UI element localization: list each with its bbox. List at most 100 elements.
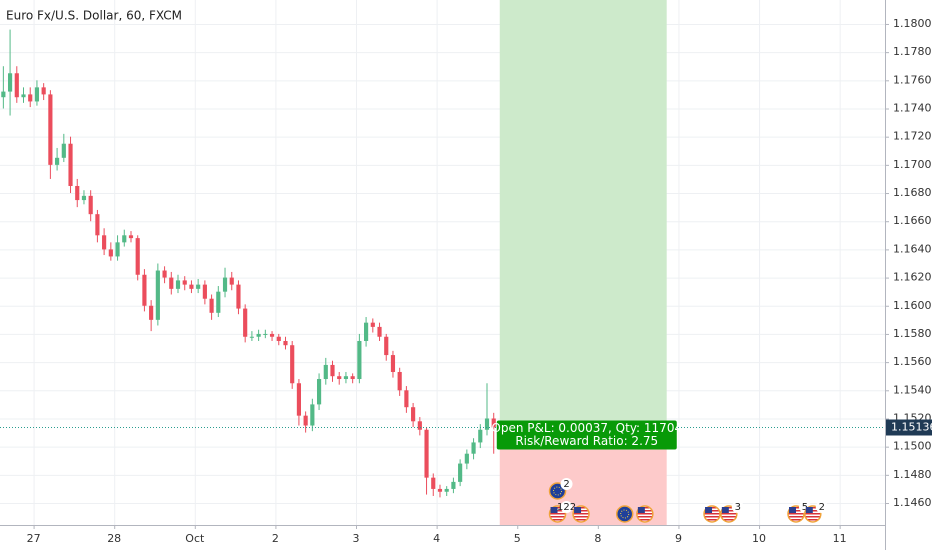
candle-body [149,305,154,320]
flag-canton [637,507,645,513]
candle-body [102,235,107,250]
candle-body [196,284,201,289]
candle-body [276,336,281,341]
event-count-bg [731,501,744,513]
event-count-bg [560,501,573,513]
candle-body [7,73,13,92]
candle-body [337,376,342,380]
candle-body [209,298,214,313]
profit-zone [499,0,667,450]
candle-body [61,143,66,158]
candle-body [162,270,167,278]
x-tick-label: 2 [272,532,279,545]
event-count: 2 [563,479,569,490]
x-tick-label: 27 [27,532,41,545]
y-tick-label: 1.16600 [893,214,932,227]
candle-body [484,418,490,430]
candle-body [128,235,134,239]
candle-body [424,429,429,478]
event-count-bg [815,501,828,513]
candle-body [417,421,422,430]
candle-body [290,345,295,384]
candle-body [491,418,496,428]
event-icon [615,505,634,523]
x-tick-label: Oct [185,532,205,545]
candle-body [81,195,87,201]
x-tick-label: 3 [353,532,360,545]
candle-body [364,322,369,341]
candle-body [95,214,100,236]
event-count-bg [560,478,573,490]
y-tick-label: 1.16400 [893,242,932,255]
candle-body [243,308,248,337]
y-tick-label: 1.14800 [893,468,932,481]
candle-body [437,488,443,492]
y-tick-label: 1.16200 [893,271,932,284]
trade-pnl: Open P&L: 0.00037, Qty: 11704 [491,421,682,435]
y-tick-label: 1.17400 [893,101,932,114]
candle-body [48,94,53,165]
candle-body [404,390,409,408]
trade-label-box [496,420,677,450]
candle-body [68,143,73,186]
candle-body [55,157,60,165]
y-tick-label: 1.17000 [893,158,932,171]
candle-body [34,87,40,102]
candle-body [175,280,181,289]
candle-body [390,355,396,372]
candle-body [222,277,228,292]
last-price-label: 1.15136 [891,420,932,433]
candle-body [310,404,315,426]
candle-body [88,195,93,215]
candle-body [263,333,268,335]
x-tick-label: 11 [833,532,847,545]
candle-body [323,364,328,380]
candle-body [229,277,234,285]
flag-canton [574,507,582,513]
y-tick-label: 1.14600 [893,496,932,509]
candle-body [370,322,375,327]
candle-body [431,477,436,489]
trade-ratio: Risk/Reward Ratio: 2.75 [515,434,658,448]
candle-body [471,442,476,454]
candle-body [122,235,127,243]
candle-body [21,94,26,98]
flag-stars [620,509,630,519]
x-tick-label: 9 [675,532,682,545]
y-tick-label: 1.15400 [893,383,932,396]
candle-body [41,87,46,95]
event-count: 5 [802,502,808,513]
candle-body [115,242,120,257]
candle-body [189,284,194,289]
flag-canton [788,507,796,513]
candle-body [1,91,6,98]
y-tick-label: 1.17200 [893,130,932,143]
y-tick-label: 1.17600 [893,73,932,86]
candle-body [377,326,382,337]
flag-canton [805,507,813,513]
candle-body [75,185,80,201]
flag-stars [553,486,563,496]
candle-body [451,481,456,489]
candle-body [303,415,308,426]
flag-canton [721,507,729,513]
candle-body [182,280,187,285]
candle-body [256,333,261,337]
candle-body [169,277,174,289]
candle-body [458,463,463,482]
y-tick-label: 1.18000 [893,17,932,30]
x-tick-label: 8 [594,532,601,545]
candles [1,29,496,498]
y-tick-label: 1.15800 [893,327,932,340]
candle-body [14,73,19,98]
candle-body [142,274,147,306]
flag-canton [705,507,713,513]
y-tick-label: 1.16800 [893,186,932,199]
position [499,0,667,525]
event-count: 122 [557,502,576,513]
event-count: 2 [819,502,825,513]
